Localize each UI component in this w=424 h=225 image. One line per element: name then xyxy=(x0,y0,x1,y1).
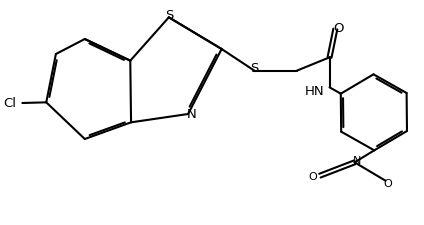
Text: HN: HN xyxy=(305,84,324,97)
Text: O: O xyxy=(333,21,343,34)
Text: N: N xyxy=(187,108,197,121)
Text: S: S xyxy=(165,9,173,22)
Text: Cl: Cl xyxy=(3,97,17,110)
Text: N: N xyxy=(352,156,361,166)
Text: S: S xyxy=(250,62,259,75)
Text: O: O xyxy=(308,171,317,181)
Text: O: O xyxy=(383,178,392,188)
